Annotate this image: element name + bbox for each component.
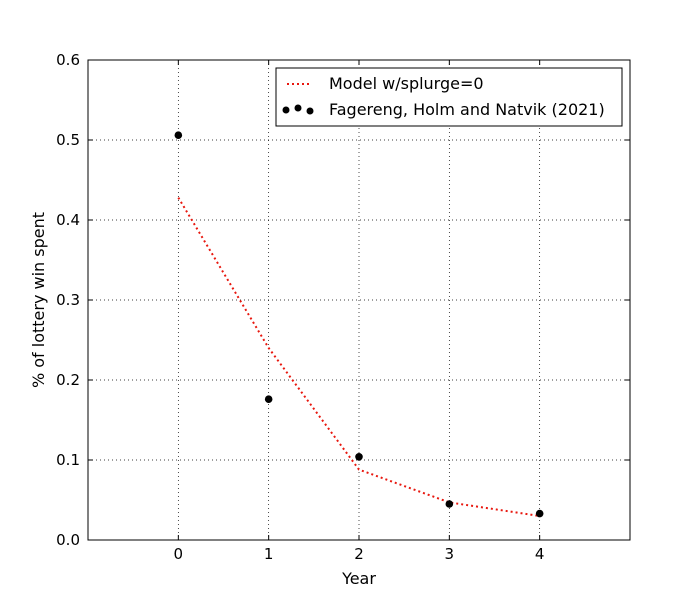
legend-label-model: Model w/splurge=0 bbox=[329, 74, 484, 93]
data-point bbox=[264, 395, 273, 404]
axis-ticks: 0 1 2 3 4 0.0 0.1 0.2 0.3 0.4 0.5 0.6 bbox=[56, 51, 630, 563]
grid-lines bbox=[88, 59, 630, 541]
x-tick-label: 0 bbox=[174, 545, 184, 563]
legend-box bbox=[275, 67, 623, 127]
legend-marker-2 bbox=[294, 104, 302, 112]
y-tick-label: 0.2 bbox=[56, 371, 80, 389]
y-tick-label: 0.1 bbox=[56, 451, 80, 469]
x-tick-label: 1 bbox=[264, 545, 274, 563]
legend-marker-1 bbox=[282, 106, 290, 114]
data-point bbox=[535, 509, 544, 518]
x-tick-label: 2 bbox=[354, 545, 364, 563]
y-tick-label: 0.5 bbox=[56, 131, 80, 149]
x-tick-label: 3 bbox=[445, 545, 455, 563]
legend: Model w/splurge=0 Fagereng, Holm and Nat… bbox=[275, 67, 623, 127]
y-tick-label: 0.3 bbox=[56, 291, 80, 309]
legend-marker-3 bbox=[306, 107, 314, 115]
y-tick-label: 0.0 bbox=[56, 531, 80, 549]
y-tick-label: 0.4 bbox=[56, 211, 80, 229]
y-tick-label: 0.6 bbox=[56, 51, 80, 69]
x-tick-label: 4 bbox=[535, 545, 545, 563]
x-axis-label: Year bbox=[341, 569, 376, 588]
data-point bbox=[355, 453, 363, 461]
plot-series bbox=[174, 131, 544, 518]
data-point bbox=[174, 131, 183, 139]
y-axis-label: % of lottery win spent bbox=[29, 212, 48, 388]
series-line-model bbox=[177, 197, 540, 517]
data-point bbox=[445, 500, 454, 508]
legend-label-data: Fagereng, Holm and Natvik (2021) bbox=[329, 100, 605, 119]
